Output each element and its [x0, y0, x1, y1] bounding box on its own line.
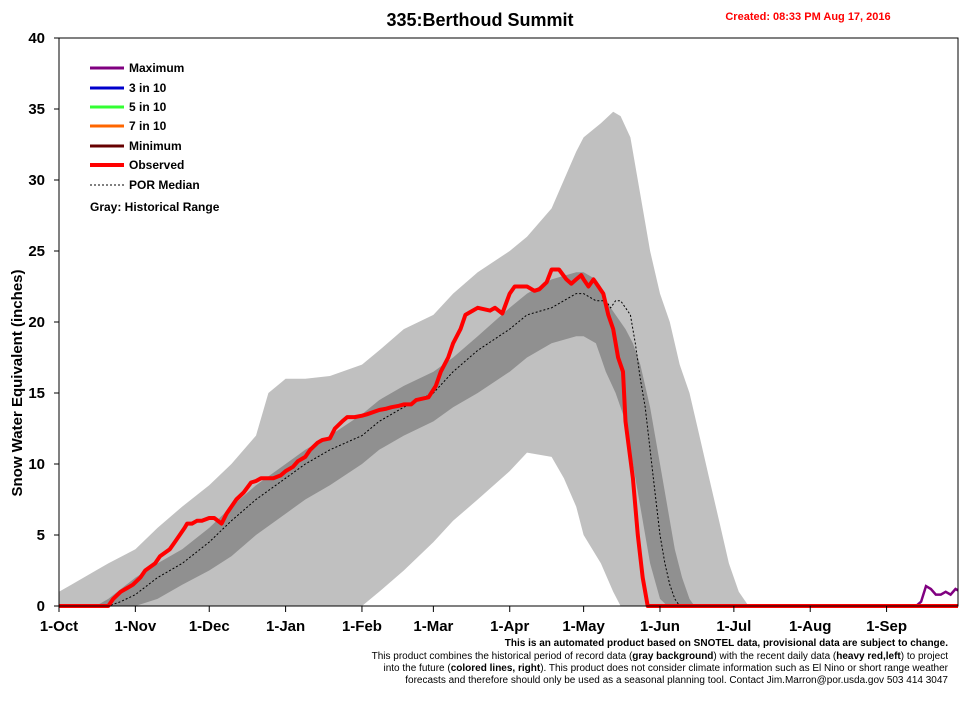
legend-label-median: POR Median: [129, 178, 200, 192]
y-axis: 0 5 10 15 20 25 30 35 40: [28, 30, 59, 615]
x-axis: 1-Oct 1-Nov 1-Dec 1-Jan 1-Feb 1-Mar 1-Apr 1-May…: [40, 606, 907, 635]
y-tick-label: 20: [28, 314, 45, 331]
y-tick-label: 40: [28, 30, 45, 47]
x-tick-label: 1-Jun: [640, 618, 680, 635]
x-tick-label: 1-Nov: [115, 618, 157, 635]
legend-label-5in10: 5 in 10: [129, 100, 167, 114]
x-tick-label: 1-Dec: [189, 618, 230, 635]
chart-title: 335:Berthoud Summit: [386, 10, 573, 30]
legend-gray-note: Gray: Historical Range: [90, 200, 220, 214]
y-axis-label: Snow Water Equivalent (inches): [9, 270, 26, 497]
legend-label-maximum: Maximum: [129, 61, 184, 75]
footer-line-2: This product combines the historical per…: [372, 651, 949, 662]
legend-label-7in10: 7 in 10: [129, 119, 167, 133]
footer-line-4: forecasts and therefore should only be u…: [405, 675, 948, 686]
x-tick-label: 1-Aug: [789, 618, 832, 635]
x-tick-label: 1-Oct: [40, 618, 78, 635]
y-tick-label: 30: [28, 172, 45, 189]
legend: Maximum 3 in 10 5 in 10 7 in 10 Minimum …: [90, 61, 220, 214]
x-tick-label: 1-May: [562, 618, 605, 635]
maximum-series-line: [915, 584, 959, 607]
footer-notes: This is an automated product based on SN…: [372, 638, 949, 686]
created-timestamp: Created: 08:33 PM Aug 17, 2016: [725, 11, 890, 23]
y-tick-label: 35: [28, 101, 45, 118]
plot-area: [58, 37, 959, 608]
y-tick-label: 5: [37, 527, 45, 544]
footer-line-1: This is an automated product based on SN…: [505, 638, 948, 649]
y-tick-label: 15: [28, 385, 45, 402]
historical-range-band: [59, 111, 774, 607]
median-series-line: [59, 293, 700, 607]
y-tick-label: 10: [28, 456, 45, 473]
legend-label-observed: Observed: [129, 158, 184, 172]
x-tick-label: 1-Mar: [413, 618, 453, 635]
legend-label-3in10: 3 in 10: [129, 81, 167, 95]
x-tick-label: 1-Sep: [866, 618, 907, 635]
y-tick-label: 25: [28, 243, 45, 260]
x-tick-label: 1-Apr: [490, 618, 529, 635]
y-tick-label: 0: [37, 598, 45, 615]
legend-label-minimum: Minimum: [129, 139, 182, 153]
footer-line-3: into the future (colored lines, right). …: [383, 663, 948, 674]
x-tick-label: 1-Jul: [716, 618, 751, 635]
middle-range-band: [95, 272, 720, 606]
x-tick-label: 1-Feb: [342, 618, 382, 635]
x-tick-label: 1-Jan: [266, 618, 305, 635]
